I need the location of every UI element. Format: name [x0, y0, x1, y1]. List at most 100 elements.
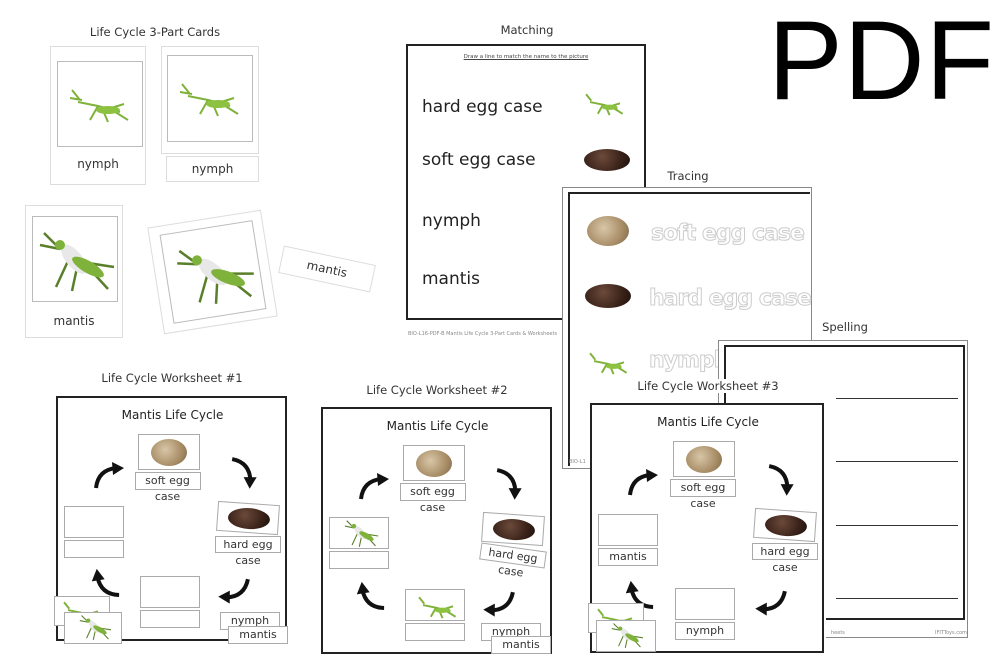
soft-egg-label: soft egg case [134, 472, 201, 503]
soft-egg-label: soft egg case [399, 483, 466, 514]
nymph-picture [178, 76, 244, 126]
nymph-label [139, 610, 200, 628]
hard-egg-picture [585, 284, 631, 308]
matching-title: Matching [498, 23, 556, 37]
curved-arrow-icon [356, 578, 389, 614]
tracing-footer: BIO-L1 [569, 459, 586, 465]
worksheet-3: Mantis Life Cycle soft egg case hard egg c… [588, 403, 826, 658]
nymph-picture [414, 592, 462, 626]
nymph-picture [581, 89, 629, 123]
worksheet-heading: Mantis Life Cycle [657, 415, 759, 429]
hard-egg-picture-card [481, 511, 545, 547]
nymph-picture [167, 55, 253, 142]
spelling-line [836, 598, 958, 599]
mantis-label: mantis [228, 626, 288, 644]
worksheet-frame [590, 403, 824, 653]
spelling-footer-right: IFITToys.com [935, 630, 967, 636]
card-label: mantis [305, 257, 349, 281]
matching-word: nymph [422, 211, 481, 231]
picture-card-nymph [161, 46, 259, 154]
label-card-mantis: mantis [278, 245, 376, 293]
soft-egg-picture-card [402, 445, 465, 481]
mantis-picture [159, 220, 267, 324]
worksheet-frame [321, 407, 552, 654]
curved-arrow-icon [763, 462, 796, 498]
mantis-picture [172, 233, 263, 319]
mantis-label [64, 540, 124, 558]
soft-egg-picture [686, 446, 722, 473]
mantis-picture-card [64, 612, 122, 644]
mantis-picture [32, 216, 118, 302]
worksheet-1: Mantis Life Cycle soft egg case hard egg c… [54, 396, 289, 646]
matching-footer: BIO-L16-PDF-B Mantis Life Cycle 3-Part C… [408, 331, 558, 337]
curved-arrow-icon [753, 585, 789, 618]
curved-arrow-icon [216, 573, 252, 606]
card-label: mantis [53, 314, 95, 328]
card-label: nymph [77, 157, 119, 171]
soft-egg-picture [587, 216, 629, 246]
nymph-picture-card [404, 589, 465, 621]
curved-arrow-icon [92, 462, 126, 492]
worksheet-2: Mantis Life Cycle soft egg case hard egg c… [321, 407, 554, 659]
mantis-label: mantis [491, 636, 551, 654]
tracing-frame [568, 192, 810, 466]
hard-egg-picture [227, 506, 271, 531]
curved-arrow-icon [481, 586, 517, 619]
mantis-picture [611, 621, 645, 652]
soft-egg-picture [415, 450, 452, 477]
nymph-label [404, 623, 465, 641]
tracing-word: soft egg case [651, 221, 806, 247]
mantis-picture-card [64, 506, 124, 538]
nymph-picture [68, 82, 134, 132]
nymph-picture-card [675, 588, 735, 620]
matching-word: soft egg case [422, 150, 536, 170]
curved-arrow-icon [626, 469, 660, 499]
nymph-picture-card [139, 576, 200, 608]
curved-arrow-icon [625, 577, 658, 613]
card-label: nymph [191, 162, 234, 176]
worksheet-heading: Mantis Life Cycle [386, 419, 489, 433]
spelling-footer-left: heets [831, 630, 845, 636]
hard-egg-picture [584, 149, 630, 171]
worksheet-heading: Mantis Life Cycle [121, 408, 224, 422]
hard-egg-picture [764, 513, 808, 538]
curved-arrow-icon [491, 466, 524, 502]
curved-arrow-icon [91, 565, 124, 601]
spelling-line [836, 461, 958, 462]
nymph-label: nymph [220, 612, 280, 630]
spelling-line [836, 525, 958, 526]
nymph-label: nymph [675, 622, 735, 640]
picture-card-mantis [147, 209, 278, 335]
soft-egg-picture-card [673, 441, 735, 477]
soft-egg-picture-card [137, 434, 200, 470]
three-part-cards-title: Life Cycle 3-Part Cards [87, 25, 223, 39]
curved-arrow-icon [226, 455, 259, 491]
hard-egg-label: hard egg case [752, 543, 818, 574]
matching-frame [406, 44, 646, 320]
nymph-picture [585, 348, 633, 382]
control-card-nymph: nymph [50, 46, 146, 185]
hard-egg-picture-card [216, 500, 280, 536]
mantis-picture [79, 613, 113, 644]
mantis-picture-card [596, 620, 656, 652]
worksheet-1-title: Life Cycle Worksheet #1 [99, 371, 245, 385]
control-card-mantis: mantis [25, 205, 123, 338]
hard-egg-label: hard egg case [215, 536, 281, 567]
nymph-picture [57, 61, 143, 147]
matching-instruction: Draw a line to match the name to the pic… [463, 54, 589, 60]
spelling-line [836, 398, 958, 399]
mantis-picture [344, 518, 380, 551]
pdf-badge: PDF [768, 0, 995, 123]
spelling-title: Spelling [820, 320, 870, 334]
soft-egg-label: soft egg case [670, 479, 736, 510]
tracing-title: Tracing [665, 169, 711, 183]
matching-word: hard egg case [422, 97, 543, 117]
tracing-word: nymph [648, 348, 729, 374]
curved-arrow-icon [357, 473, 391, 503]
worksheet-2-title: Life Cycle Worksheet #2 [364, 383, 510, 397]
worksheet-3-title: Life Cycle Worksheet #3 [635, 379, 781, 393]
hard-egg-picture-card [753, 507, 817, 543]
mantis-picture-card [598, 514, 658, 546]
hard-egg-picture [492, 517, 536, 542]
mantis-picture [38, 227, 118, 301]
